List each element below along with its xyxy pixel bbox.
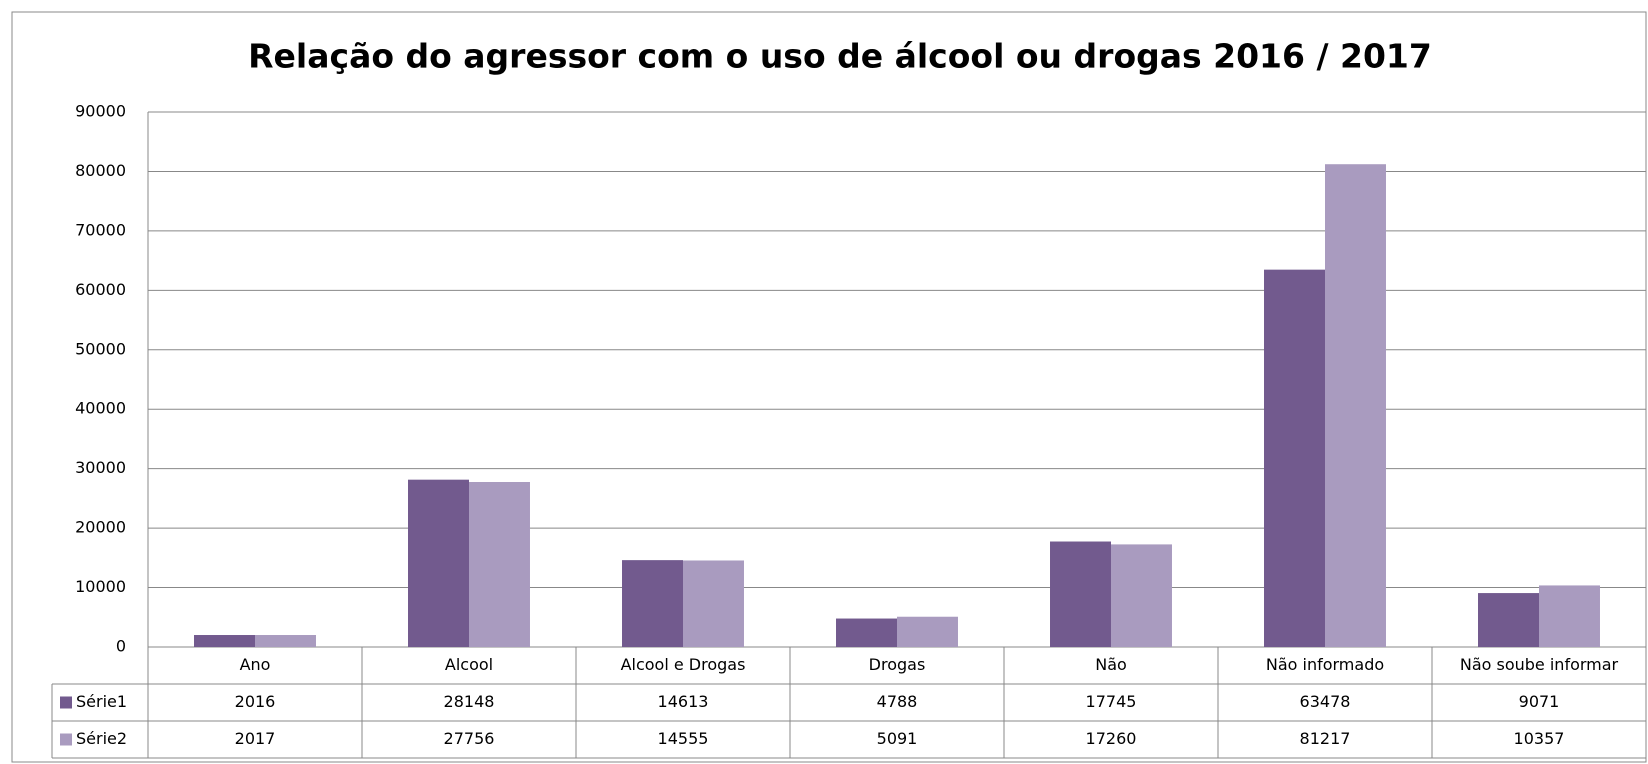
- bar: [683, 560, 744, 647]
- legend-swatch: [60, 696, 72, 709]
- legend-label: Série2: [76, 729, 127, 748]
- x-tick-label: Não informado: [1266, 655, 1384, 674]
- table-value: 5091: [877, 729, 918, 748]
- bar: [1264, 269, 1325, 647]
- legend-swatch: [60, 733, 72, 746]
- y-tick-label: 90000: [75, 102, 126, 121]
- table-value: 63478: [1300, 692, 1351, 711]
- x-tick-label: Alcool e Drogas: [621, 655, 746, 674]
- bar: [1325, 164, 1386, 647]
- y-tick-label: 70000: [75, 220, 126, 239]
- table-value: 14555: [658, 729, 709, 748]
- bar: [1539, 585, 1600, 647]
- chart-border: [11, 11, 1647, 763]
- y-tick-label: 0: [116, 637, 126, 656]
- x-tick-label: Não: [1095, 655, 1127, 674]
- table-value: 2017: [235, 729, 276, 748]
- y-tick-label: 60000: [75, 280, 126, 299]
- chart-title: Relação do agressor com o uso de álcool …: [248, 37, 1432, 76]
- y-tick-label: 30000: [75, 458, 126, 477]
- table-value: 27756: [444, 729, 495, 748]
- table-value: 81217: [1300, 729, 1351, 748]
- y-tick-label: 20000: [75, 518, 126, 537]
- table-value: 14613: [658, 692, 709, 711]
- bar: [194, 635, 255, 647]
- bar: [897, 616, 958, 647]
- y-tick-label: 50000: [75, 339, 126, 358]
- bar: [622, 560, 683, 647]
- y-tick-label: 80000: [75, 161, 126, 180]
- bar: [255, 635, 316, 647]
- table-value: 17745: [1086, 692, 1137, 711]
- bar: [408, 479, 469, 647]
- table-value: 28148: [444, 692, 495, 711]
- bar: [1111, 544, 1172, 647]
- bar: [1478, 593, 1539, 647]
- table-value: 10357: [1514, 729, 1565, 748]
- x-tick-label: Drogas: [869, 655, 926, 674]
- legend-label: Série1: [76, 692, 127, 711]
- y-tick-label: 10000: [75, 577, 126, 596]
- x-tick-label: Ano: [240, 655, 271, 674]
- table-value: 4788: [877, 692, 918, 711]
- table-value: 9071: [1519, 692, 1560, 711]
- bar: [469, 482, 530, 647]
- x-tick-label: Alcool: [445, 655, 493, 674]
- bar: [836, 618, 897, 647]
- x-tick-label: Não soube informar: [1460, 655, 1619, 674]
- y-tick-label: 40000: [75, 399, 126, 418]
- table-value: 2016: [235, 692, 276, 711]
- table-value: 17260: [1086, 729, 1137, 748]
- bar: [1050, 541, 1111, 647]
